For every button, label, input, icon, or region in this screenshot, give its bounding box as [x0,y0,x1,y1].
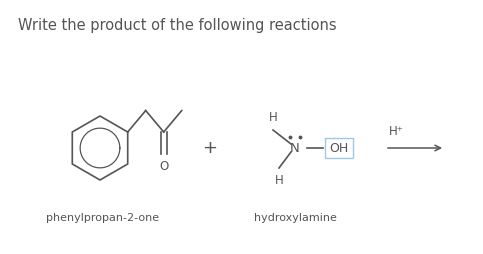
Text: OH: OH [329,141,349,154]
Text: Write the product of the following reactions: Write the product of the following react… [18,18,337,33]
Text: H⁺: H⁺ [389,125,404,138]
Text: H: H [269,111,277,124]
Text: +: + [202,139,217,157]
Text: H: H [275,174,284,187]
Text: hydroxylamine: hydroxylamine [254,213,337,223]
Text: N: N [290,141,300,154]
Text: phenylpropan-2-one: phenylpropan-2-one [46,213,159,223]
Text: O: O [159,160,169,173]
